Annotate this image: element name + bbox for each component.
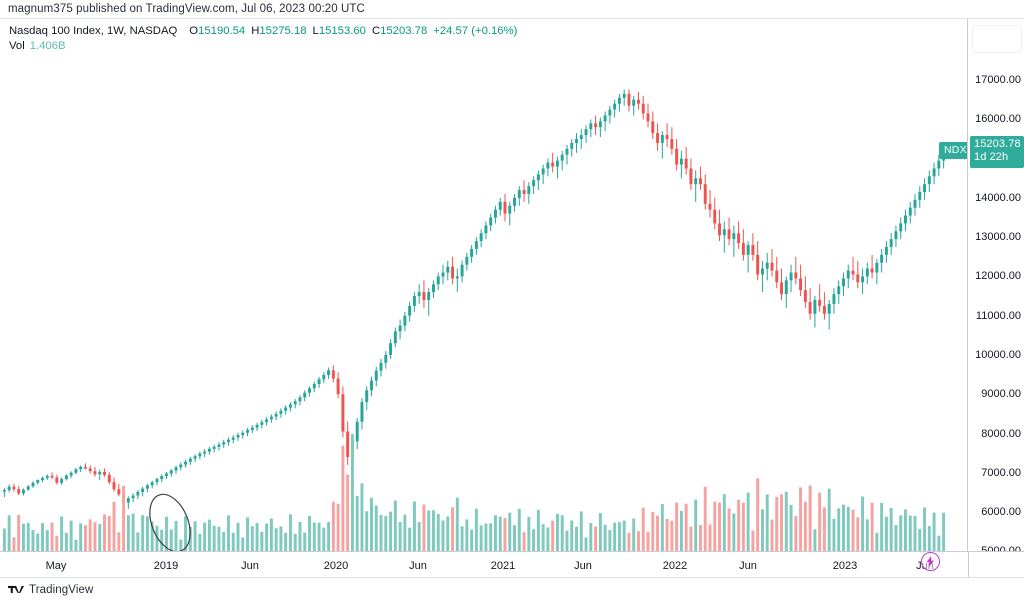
price-tick: 17000.00: [975, 74, 1021, 87]
time-scale-separator: [968, 552, 969, 578]
price-tick: 12000.00: [975, 270, 1021, 283]
price-tick: 8000.00: [981, 427, 1021, 440]
price-tick: 16000.00: [975, 113, 1021, 126]
price-tick: 11000.00: [975, 309, 1021, 322]
symbol-price-tag: NDX: [939, 141, 967, 159]
current-price-value: 15203.78: [974, 137, 1021, 150]
tradingview-mark-icon: [8, 585, 24, 594]
time-scale[interactable]: May2019Jun2020Jun2021Jun2022Jun2023Jun: [0, 551, 1024, 578]
time-tick: May: [45, 560, 67, 572]
price-tick: 14000.00: [975, 191, 1021, 204]
lightning-bolt-icon[interactable]: [921, 552, 940, 571]
time-tick: 2020: [323, 560, 349, 572]
time-tick: 2022: [662, 560, 688, 572]
tradingview-logo[interactable]: TradingView: [8, 584, 93, 596]
price-series-canvas: [2, 89, 946, 567]
publisher-bar: magnum375 published on TradingView.com, …: [0, 0, 1024, 19]
footer-bar: TradingView: [0, 577, 1024, 601]
price-tick: 13000.00: [975, 231, 1021, 244]
bar-countdown: 1d 22h: [974, 151, 1009, 164]
chart-pane[interactable]: Nasdaq 100 Index, 1W, NASDAQ O 15190.54 H…: [0, 19, 968, 571]
price-tick: 9000.00: [981, 388, 1021, 401]
tradingview-logo-text: TradingView: [29, 583, 94, 596]
publisher-text: magnum375 published on TradingView.com, …: [8, 3, 365, 15]
time-tick: 2023: [832, 560, 858, 572]
time-tick: Jun: [241, 560, 259, 572]
symbol-price-tag-label: NDX: [944, 143, 967, 156]
price-scale-top-cover: [972, 25, 1022, 53]
price-tick: 6000.00: [981, 506, 1021, 518]
time-tick: 2019: [153, 560, 179, 572]
price-tick: 7000.00: [981, 466, 1021, 479]
price-tick: 10000.00: [975, 349, 1021, 361]
time-tick: Jun: [574, 560, 592, 572]
time-tick: Jun: [739, 560, 757, 572]
price-scale[interactable]: 18000.0017000.0016000.0015000.0014000.00…: [968, 19, 1024, 571]
drawing-overlay[interactable]: [0, 19, 968, 571]
time-tick: Jun: [409, 560, 427, 572]
current-price-badge: 15203.78 1d 22h: [970, 135, 1024, 168]
time-tick: 2021: [490, 560, 516, 572]
